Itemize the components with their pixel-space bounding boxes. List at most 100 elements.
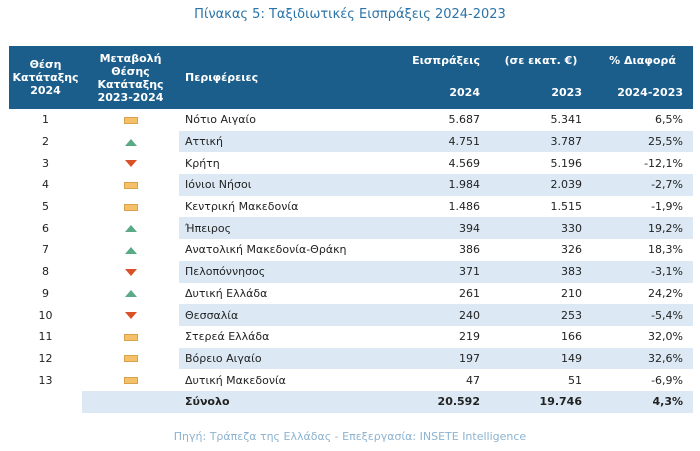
triangle-down-icon (124, 312, 137, 320)
rank-cell: 7 (42, 243, 49, 257)
header-diff: % Διαφορά (592, 46, 693, 75)
region-cell: Κρήτη (185, 156, 220, 170)
value-2023-cell: 1.515 (550, 200, 583, 214)
value-2024-cell: 4.569 (448, 156, 481, 170)
value-2023-cell: 2.039 (490, 174, 592, 196)
table-row: 9 Δυτική Ελλάδα 261 210 24,2% (9, 283, 693, 305)
region-cell: Κεντρική Μακεδονία (185, 200, 299, 214)
value-2023-cell: 5.341 (550, 113, 583, 127)
dash-icon (123, 181, 138, 189)
value-2024-cell: 4.751 (396, 130, 490, 153)
diff-cell: -1,9% (651, 200, 683, 214)
region-cell: Δυτική Ελλάδα (185, 286, 268, 300)
region-cell: Νότιο Αιγαίο (185, 113, 256, 127)
value-2024-cell: 261 (459, 286, 480, 300)
rank-cell: 11 (38, 330, 53, 344)
value-2024-cell: 1.984 (396, 174, 490, 196)
value-2024-cell: 371 (396, 260, 490, 283)
rank-cell: 13 (38, 373, 53, 387)
region-cell: Δυτική Μακεδονία (185, 373, 286, 387)
triangle-up-icon (124, 246, 137, 254)
diff-cell: -5,4% (592, 304, 693, 326)
value-2023-cell: 5.196 (550, 156, 583, 170)
header-rank-change: Μεταβολή Θέσης Κατάταξης 2023-2024 (82, 46, 179, 109)
rank-cell: 10 (9, 304, 82, 326)
rank-cell: 6 (9, 217, 82, 240)
header-unit: (σε εκατ. €) (490, 46, 592, 75)
dash-icon (123, 355, 138, 363)
table-row: 10 Θεσσαλία 240 253 -5,4% (9, 304, 693, 326)
value-2024-cell: 386 (459, 243, 480, 257)
table-row: 7 Ανατολική Μακεδονία-Θράκη 386 326 18,3% (9, 239, 693, 261)
triangle-up-icon (124, 225, 137, 233)
rank-change-cell (82, 260, 179, 283)
rank-cell: 3 (42, 156, 49, 170)
value-2023-cell: 3.787 (490, 130, 592, 153)
rank-change-cell (82, 239, 179, 261)
value-2023-cell: 383 (490, 260, 592, 283)
total-diff: 4,3% (592, 390, 693, 413)
region-cell: Ανατολική Μακεδονία-Θράκη (185, 243, 347, 257)
rank-cell: 9 (42, 286, 49, 300)
table-row: 13 Δυτική Μακεδονία 47 51 -6,9% (9, 369, 693, 391)
rank-change-cell (82, 130, 179, 153)
region-cell: Πελοπόννησος (179, 260, 396, 283)
value-2023-cell: 253 (490, 304, 592, 326)
diff-cell: -2,7% (592, 174, 693, 196)
rank-change-cell (82, 217, 179, 240)
total-2023: 19.746 (490, 390, 592, 413)
rank-change-cell (82, 283, 179, 305)
triangle-down-icon (124, 268, 137, 276)
table-row: 4 Ιόνιοι Νήσοι 1.984 2.039 -2,7% (9, 174, 693, 196)
value-2024-cell: 219 (459, 330, 480, 344)
dash-icon (123, 377, 138, 385)
header-rank: Θέση Κατάταξης 2024 (9, 46, 82, 109)
diff-cell: -12,1% (644, 156, 683, 170)
value-2023-cell: 330 (490, 217, 592, 240)
header-receipts: Εισπράξεις (396, 46, 490, 75)
diff-cell: 18,3% (648, 243, 683, 257)
value-2023-cell: 166 (561, 330, 582, 344)
rank-cell: 4 (9, 174, 82, 196)
dash-icon (123, 203, 138, 211)
rank-cell: 1 (42, 113, 49, 127)
region-cell: Βόρειο Αιγαίο (179, 347, 396, 370)
table-row: 3 Κρήτη 4.569 5.196 -12,1% (9, 152, 693, 174)
value-2024-cell: 240 (396, 304, 490, 326)
value-2024-cell: 197 (396, 347, 490, 370)
region-cell: Ήπειρος (179, 217, 396, 240)
dash-icon (123, 116, 138, 124)
rank-change-cell (82, 174, 179, 196)
value-2023-cell: 51 (568, 373, 582, 387)
triangle-up-icon (124, 290, 137, 298)
rank-change-cell (82, 109, 179, 131)
table-row: 5 Κεντρική Μακεδονία 1.486 1.515 -1,9% (9, 196, 693, 218)
region-cell: Αττική (179, 130, 396, 153)
receipts-table: Θέση Κατάταξης 2024 Μεταβολή Θέσης Κατάτ… (9, 46, 693, 413)
header-year-2024: 2024 (396, 75, 490, 109)
total-label: Σύνολο (179, 390, 396, 413)
diff-cell: 32,0% (648, 330, 683, 344)
table-title: Πίνακας 5: Ταξιδιωτικές Εισπράξεις 2024-… (194, 7, 506, 22)
region-cell: Ιόνιοι Νήσοι (179, 174, 396, 196)
value-2023-cell: 149 (490, 347, 592, 370)
triangle-up-icon (124, 138, 137, 146)
table-row: 1 Νότιο Αιγαίο 5.687 5.341 6,5% (9, 109, 693, 131)
header-region: Περιφέρειες (179, 46, 396, 109)
rank-change-cell (82, 152, 179, 174)
region-cell: Θεσσαλία (179, 304, 396, 326)
diff-cell: 6,5% (655, 113, 683, 127)
diff-cell: 25,5% (592, 130, 693, 153)
rank-cell: 8 (9, 260, 82, 283)
header-year-2023: 2023 (490, 75, 592, 109)
diff-cell: 24,2% (648, 286, 683, 300)
dash-icon (123, 333, 138, 341)
table-row: 2 Αττική 4.751 3.787 25,5% (9, 130, 693, 153)
total-2024: 20.592 (396, 390, 490, 413)
table-row: 12 Βόρειο Αιγαίο 197 149 32,6% (9, 347, 693, 370)
header-diff-years: 2024-2023 (592, 75, 693, 109)
rank-change-cell (82, 304, 179, 326)
rank-change-cell (82, 196, 179, 218)
table-row: 6 Ήπειρος 394 330 19,2% (9, 217, 693, 240)
value-2023-cell: 326 (561, 243, 582, 257)
